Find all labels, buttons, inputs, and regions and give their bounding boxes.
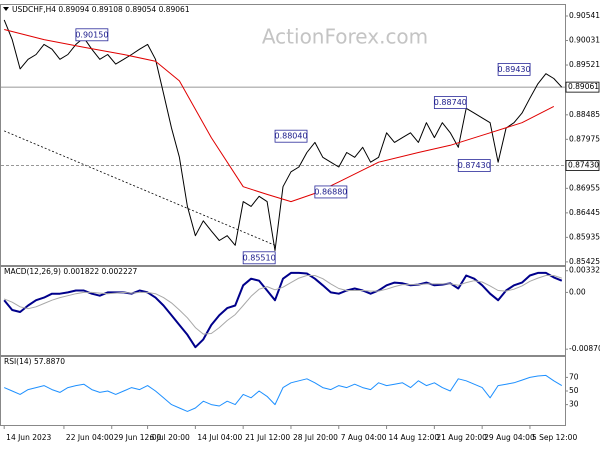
level-box — [497, 62, 531, 76]
trendline — [4, 130, 276, 246]
x-tick-label: 29 Aug 04:00 — [484, 433, 535, 442]
level-value: 0.85510 — [243, 253, 276, 262]
panel-title: MACD(12,26,9) 0.001822 0.002227 — [4, 267, 138, 276]
series-line — [3, 19, 563, 252]
x-tick-label: 14 Jun 2023 — [6, 433, 51, 442]
x-tick-label: 21 Jul 12:00 — [245, 433, 290, 442]
series-line — [3, 271, 563, 349]
x-tick-label: 21 Aug 20:00 — [436, 433, 487, 442]
level-value: 0.89430 — [498, 65, 531, 74]
y-tick-label: 0.85935 — [569, 232, 600, 241]
y-tick-label: 0.003328 — [569, 266, 600, 275]
panel-title: USDCHF,H4 0.89094 0.89108 0.89054 0.8906… — [12, 5, 190, 14]
macd-panel — [0, 266, 566, 356]
series-line — [4, 374, 563, 412]
y-tick-label: 0.87975 — [569, 134, 600, 143]
x-tick-label: 7 Aug 04:00 — [341, 433, 387, 442]
level-value: 0.87430 — [458, 161, 491, 170]
y-tick-label: 0.89521 — [569, 60, 600, 69]
level-box — [457, 159, 491, 172]
series-line — [4, 275, 562, 335]
y-tick-label: 0.90541 — [569, 11, 600, 20]
level-value: 0.88740 — [434, 98, 467, 107]
y-tick-label: 0.90031 — [569, 36, 600, 45]
series-line — [4, 29, 555, 203]
x-tick-label: 14 Jul 04:00 — [197, 433, 242, 442]
watermark: ActionForex.com — [262, 25, 428, 49]
level-box — [75, 28, 109, 42]
x-tick-label: 14 Aug 12:00 — [389, 433, 440, 442]
x-tick-label: 28 Jul 20:00 — [293, 433, 338, 442]
y-tick-label: 0.86955 — [569, 183, 600, 192]
y-tick-label: 0.85425 — [569, 257, 600, 266]
y-tick-label: 70 — [569, 372, 579, 381]
y-tick-label: 0.88485 — [569, 110, 600, 119]
y-tick-label: 0.00 — [569, 287, 586, 296]
menu-arrow — [3, 7, 9, 11]
level-box — [274, 129, 308, 143]
level-label: 0.89061 — [568, 82, 599, 91]
x-tick-label: 5 Sep 12:00 — [532, 433, 578, 442]
level-value: 0.86880 — [314, 187, 347, 196]
x-tick-label: 6 Jul 20:00 — [150, 433, 190, 442]
level-box — [242, 251, 276, 265]
level-label-box — [565, 81, 600, 93]
price-panel — [0, 4, 566, 266]
y-tick-label: 50 — [569, 386, 579, 395]
level-label-box — [565, 160, 600, 171]
level-value: 0.88040 — [274, 132, 307, 141]
x-tick-label: 29 Jun 12:00 — [114, 433, 162, 442]
panel-title: RSI(14) 57.8870 — [4, 357, 65, 366]
level-box — [433, 96, 467, 109]
x-tick-label: 22 Jun 04:00 — [66, 433, 114, 442]
level-box — [314, 185, 348, 199]
y-tick-label: -0.008707 — [569, 344, 600, 353]
level-value: 0.90150 — [75, 30, 108, 39]
y-tick-label: 30 — [569, 400, 579, 409]
y-tick-label: 0.86445 — [569, 208, 600, 217]
level-label: 0.87430 — [568, 161, 599, 170]
